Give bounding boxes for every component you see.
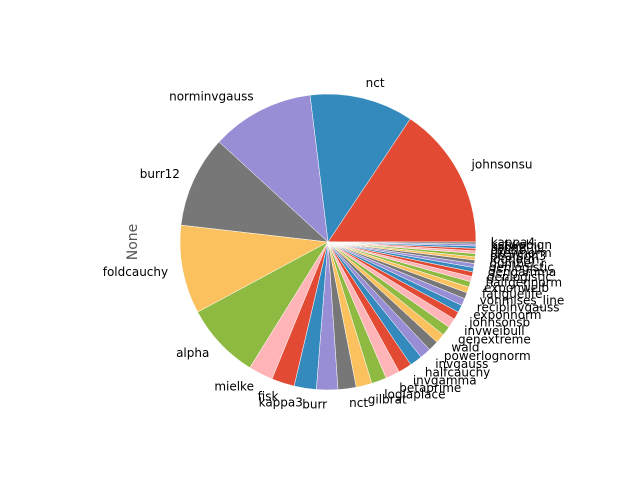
pie-label-5: alpha: [176, 346, 209, 360]
pie-slices: [179, 93, 477, 391]
pie-label-24: vonmises_line: [480, 294, 565, 308]
pie-slice-labels: johnsonsu nct norminvgauss burr12 foldcauchy…: [103, 76, 565, 411]
pie-label-35: dweibull: [491, 243, 541, 257]
pie-label-14: invgamma: [413, 373, 477, 387]
pie-label-1: nct: [366, 76, 385, 90]
pie-label-19: genextreme: [458, 332, 531, 346]
pie-label-34: skewnorm: [490, 246, 551, 260]
pie-label-6: mielke: [214, 380, 254, 394]
pie-slice-38: [327, 241, 477, 245]
pie-label-20: invweibull: [464, 324, 524, 338]
pie-label-26: exponweib: [484, 281, 549, 295]
pie-label-38: kappa4: [491, 236, 535, 250]
pie-slice-4: [179, 224, 329, 313]
pie-label-11: gilbrat: [368, 392, 407, 406]
pie-label-37: kstwobign: [491, 238, 552, 252]
pie-label-25: fatiguelife: [482, 287, 543, 301]
pie-slice-0: [327, 118, 477, 243]
pie-label-27: halfgennorm: [486, 275, 562, 289]
pie-slice-3: [180, 141, 329, 243]
pie-label-29: gengamma: [488, 265, 556, 279]
y-axis-label: None: [125, 224, 141, 261]
pie-label-8: kappa3: [259, 395, 303, 409]
pie-label-3: burr12: [140, 167, 180, 181]
pie-label-2: norminvgauss: [169, 90, 253, 104]
pie-label-33: pearson3: [490, 249, 546, 263]
pie-label-21: johnsonsb: [468, 316, 530, 330]
pie-label-28: genlogistic: [487, 270, 552, 284]
pie-label-22: exponnorm: [473, 308, 541, 322]
pie-label-15: halfcauchy: [425, 365, 490, 379]
pie-label-16: invgauss: [435, 357, 488, 371]
pie-slice-1: [309, 93, 411, 243]
pie-label-31: gumbel_r: [489, 256, 545, 270]
pie-label-30: genlogistic: [489, 260, 554, 274]
pie-label-23: recipinvgauss: [477, 301, 560, 315]
pie-label-12: loglaplace: [384, 387, 445, 401]
pie-label-32: lognorm: [490, 253, 540, 267]
pie-label-18: wald: [451, 341, 479, 355]
pie-label-13: betaprime: [399, 381, 461, 395]
pie-label-36: ksone: [491, 240, 527, 254]
pie-slice-2: [218, 94, 329, 243]
pie-label-7: fisk: [258, 390, 279, 404]
pie-label-0: johnsonsu: [471, 158, 533, 172]
pie-label-9: burr: [302, 397, 327, 411]
pie-label-17: powerlognorm: [444, 349, 531, 363]
pie-label-10: nct: [349, 396, 368, 410]
pie-label-4: foldcauchy: [103, 265, 168, 279]
